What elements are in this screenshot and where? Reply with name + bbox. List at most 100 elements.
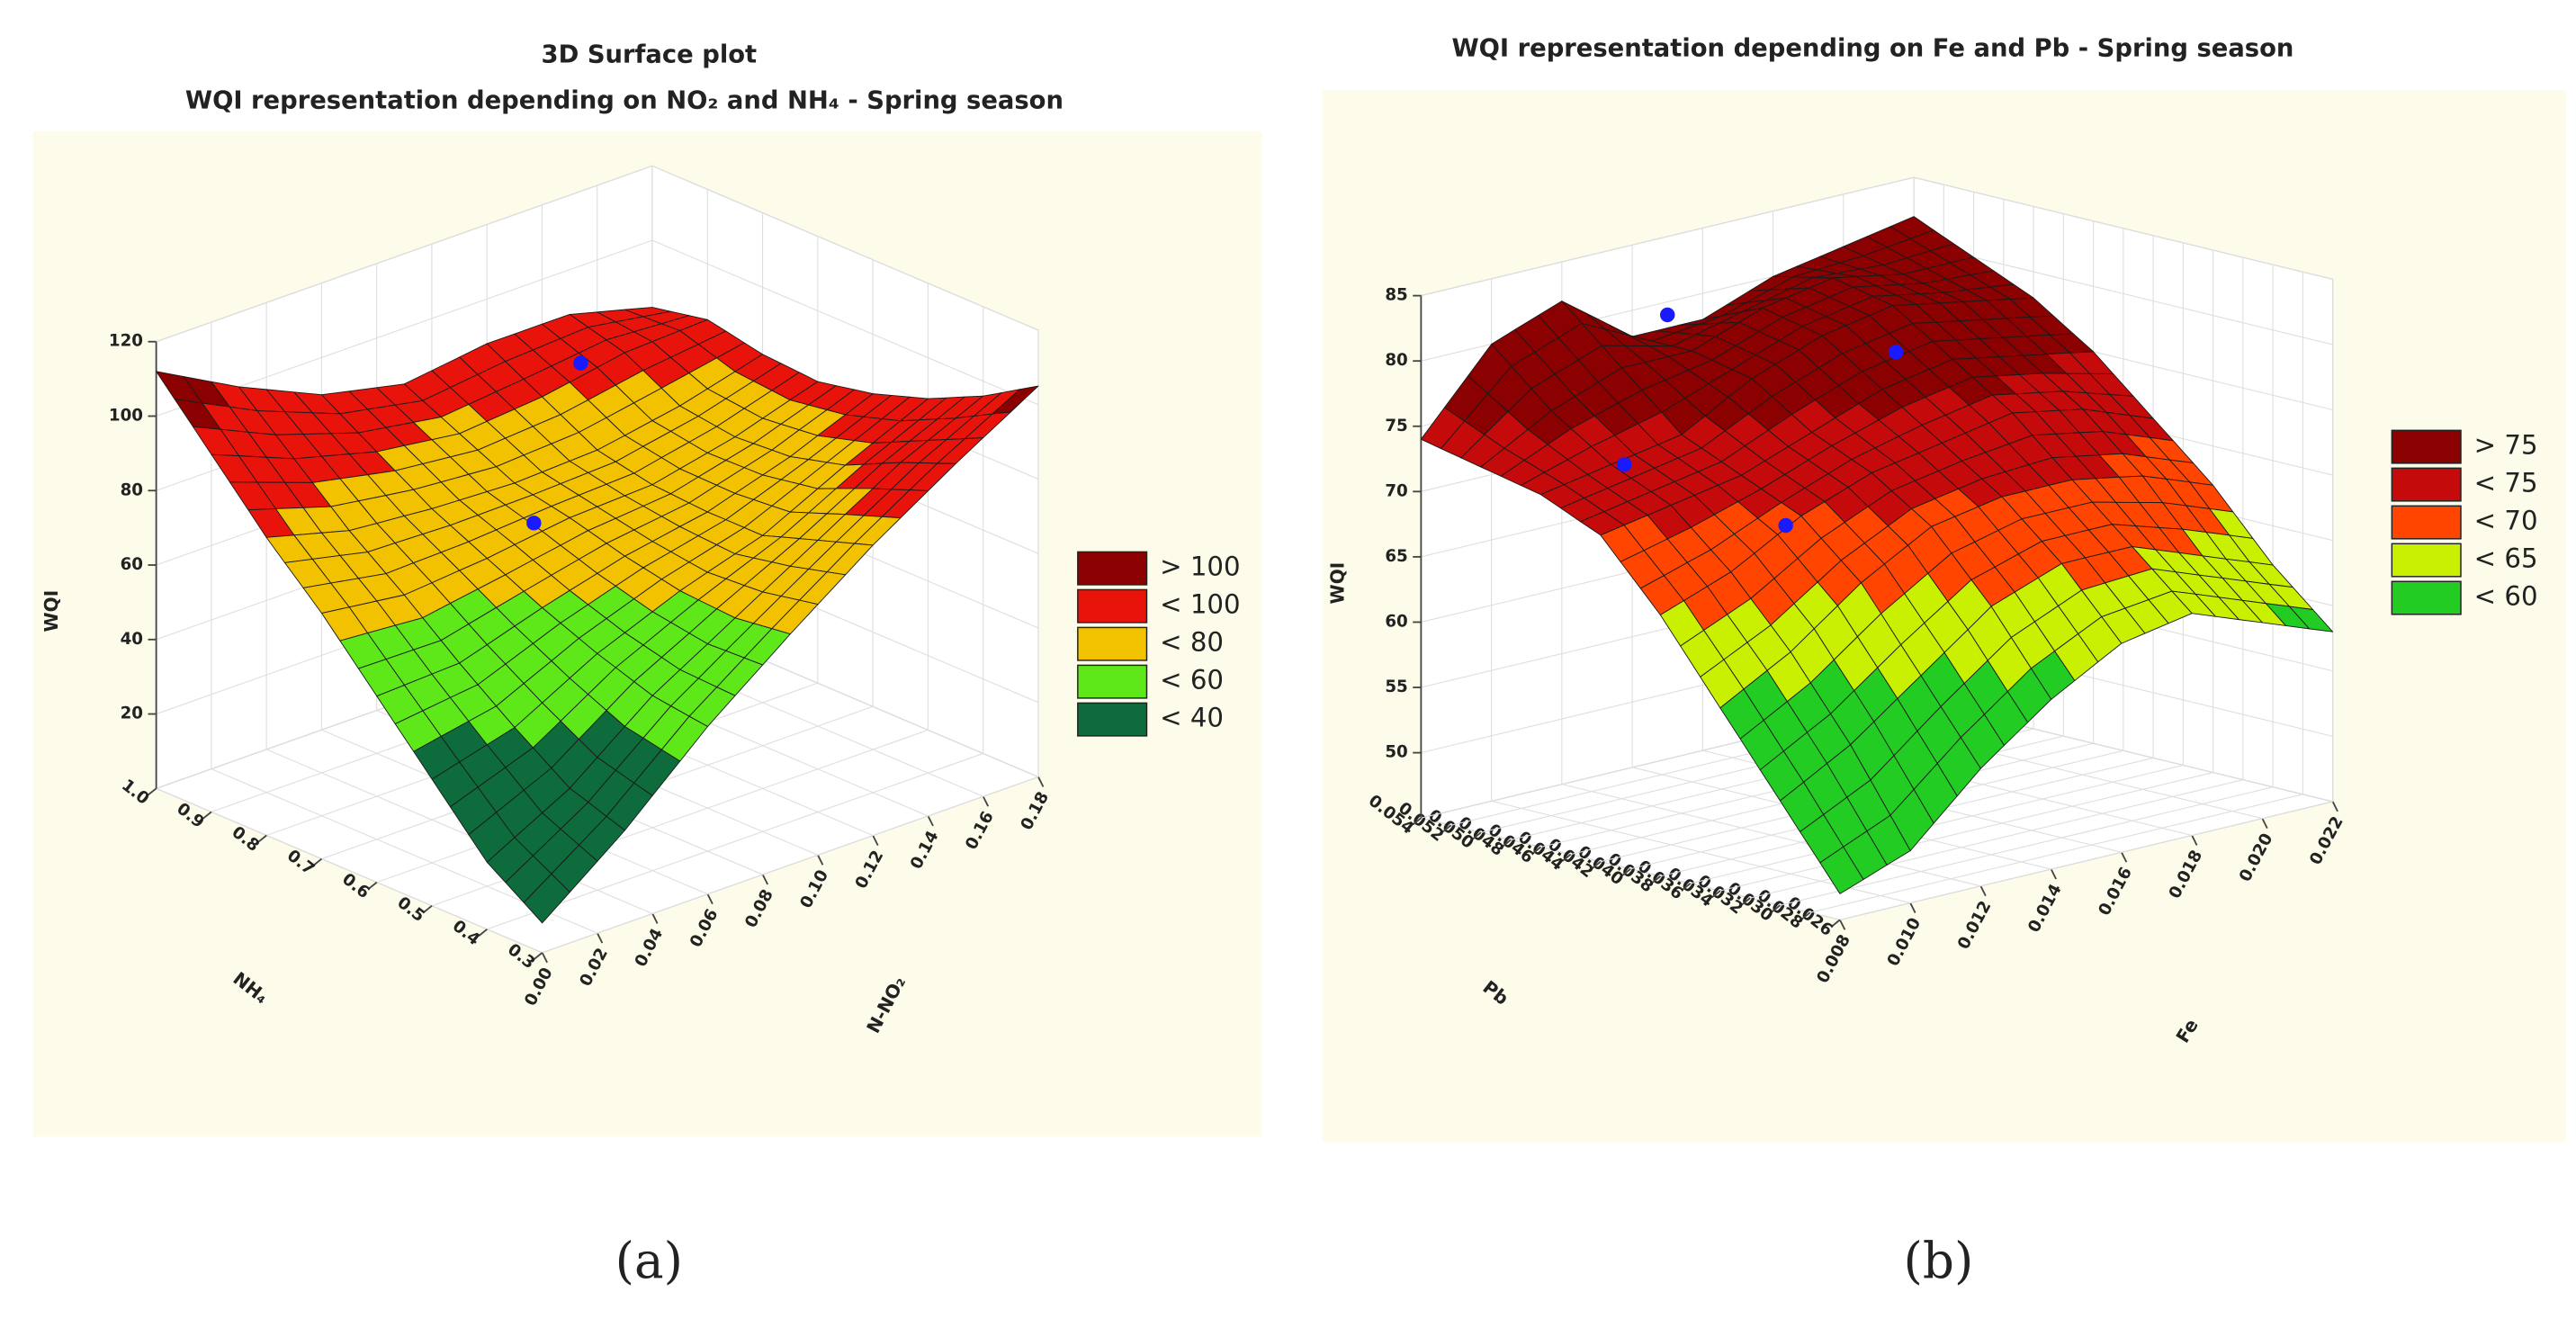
tick-mark [2331, 801, 2338, 812]
tick-mark [1711, 890, 1721, 899]
grid-line [1839, 801, 2333, 920]
data-point [1888, 345, 1904, 360]
tick-mark [2121, 851, 2128, 863]
grid-line [265, 749, 653, 914]
grid-line [156, 165, 653, 343]
tick-mark [872, 835, 879, 847]
legend-label: < 60 [1160, 665, 1224, 695]
chart-subtitle: WQI representation depending on NO₂ and … [185, 87, 1064, 115]
grid-line [1809, 794, 2303, 913]
chart-title: 3D Surface plot [542, 41, 758, 69]
z-tick-label: 80 [1385, 351, 1407, 370]
data-point [1660, 307, 1675, 323]
data-point [526, 516, 542, 531]
tick-mark [1412, 817, 1422, 826]
z-tick-label: 60 [121, 555, 143, 574]
tick-mark [597, 932, 604, 944]
z-tick-label: 80 [121, 480, 143, 499]
z-tick-label: 55 [1385, 677, 1407, 696]
tick-mark [1741, 897, 1751, 906]
legend-swatch [1077, 588, 1148, 624]
legend-swatch [2391, 580, 2462, 615]
z-axis-label: WQI [1327, 562, 1349, 605]
z-tick-label: 50 [1385, 743, 1407, 762]
z-tick-label: 100 [109, 406, 143, 425]
z-tick-label: 40 [121, 630, 143, 649]
legend-label: > 100 [1160, 552, 1241, 582]
panel-label: (a) [615, 1232, 683, 1289]
tick-mark [1472, 831, 1482, 840]
grid-line [1421, 176, 1915, 297]
legend-swatch [2391, 543, 2462, 578]
legend-label: < 100 [1160, 589, 1241, 620]
grid-line [651, 165, 1039, 331]
legend-swatch [2391, 505, 2462, 540]
legend-label: < 60 [2474, 581, 2538, 612]
legend-swatch [1077, 702, 1148, 737]
tick-mark [2050, 868, 2057, 880]
surface-patch [523, 873, 570, 924]
panel-label: (b) [1904, 1232, 1974, 1289]
tick-mark [927, 815, 934, 827]
data-point [573, 355, 588, 371]
legend-label: < 80 [1160, 627, 1224, 658]
z-tick-label: 60 [1385, 612, 1407, 631]
tick-mark [147, 787, 157, 796]
tick-mark [368, 881, 378, 890]
tick-mark [1979, 885, 1987, 897]
grid-line [1780, 786, 2274, 906]
tick-mark [312, 857, 323, 866]
z-tick-label: 120 [109, 332, 143, 351]
tick-mark [1681, 883, 1692, 891]
tick-mark [1651, 875, 1661, 884]
tick-mark [533, 952, 543, 960]
legend-label: < 40 [1160, 703, 1224, 733]
tick-mark [706, 893, 714, 905]
z-tick-label: 75 [1385, 417, 1407, 435]
data-point [1778, 517, 1793, 534]
legend-swatch [1077, 551, 1148, 586]
tick-mark [202, 811, 212, 820]
legend-label: < 75 [2474, 468, 2538, 498]
legend-swatch [1077, 664, 1148, 699]
tick-mark [761, 874, 768, 885]
tick-mark [2191, 835, 2198, 846]
grid-line [156, 787, 543, 954]
tick-mark [1592, 860, 1602, 869]
z-tick-label: 85 [1385, 286, 1407, 305]
z-tick-label: 70 [1385, 481, 1407, 500]
legend-swatch [1077, 626, 1148, 661]
tick-mark [1909, 902, 1916, 913]
z-tick-label: 20 [121, 704, 143, 723]
grid-line [651, 239, 1039, 406]
legend-swatch [2391, 429, 2462, 464]
tick-mark [2261, 818, 2268, 830]
tick-mark [1561, 853, 1572, 862]
legend-label: < 65 [2474, 543, 2538, 574]
tick-mark [651, 913, 659, 924]
tick-mark [257, 834, 267, 843]
tick-mark [1771, 904, 1781, 913]
tick-mark [423, 905, 433, 913]
tick-mark [1831, 919, 1841, 928]
tick-mark [1502, 839, 1512, 848]
chart-title: WQI representation depending on Fe and P… [1451, 34, 2293, 62]
tick-mark [817, 854, 824, 866]
legend-swatch [2391, 467, 2462, 502]
tick-mark [1441, 824, 1452, 833]
tick-mark [1839, 919, 1846, 930]
legend-label: > 75 [2474, 430, 2538, 461]
tick-mark [982, 795, 990, 807]
tick-mark [1037, 776, 1045, 787]
grid-line [487, 752, 983, 930]
data-point [1617, 457, 1632, 472]
tick-mark [1800, 911, 1811, 920]
grid-line [1690, 764, 2184, 884]
grid-line [542, 776, 1039, 954]
surface-patch [1819, 846, 1864, 894]
z-tick-label: 65 [1385, 547, 1407, 566]
z-axis-label: WQI [40, 590, 62, 633]
grid-line [1719, 772, 2213, 892]
